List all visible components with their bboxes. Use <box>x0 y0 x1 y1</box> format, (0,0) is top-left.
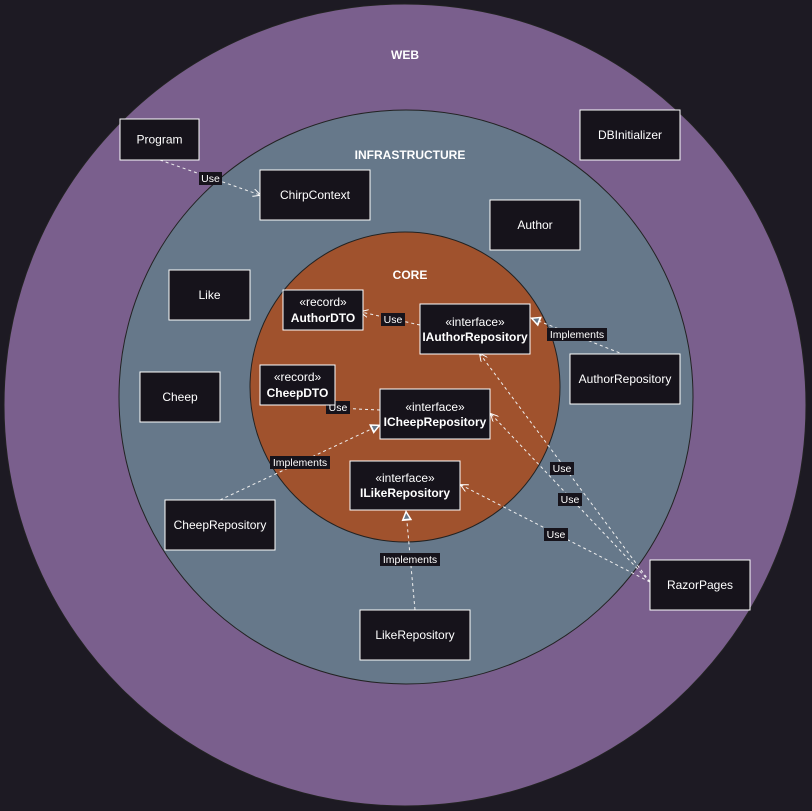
box-icheeprepository-label: ICheepRepository <box>384 415 487 429</box>
infrastructure-layer-title: INFRASTRUCTURE <box>355 148 466 162</box>
edge-label-text: Use <box>547 529 566 541</box>
box-cheep[interactable]: Cheep <box>139 371 221 423</box>
box-likerepository-label: LikeRepository <box>375 628 454 642</box>
box-authordto-stereotype: «record» <box>299 295 347 309</box>
box-likerepository[interactable]: LikeRepository <box>359 609 471 661</box>
box-chirpcontext-label: ChirpContext <box>280 188 351 202</box>
box-author-label: Author <box>517 218 552 232</box>
box-authorrepository[interactable]: AuthorRepository <box>569 353 681 405</box>
box-like-label: Like <box>198 288 220 302</box>
box-icheeprepository[interactable]: «interface» ICheepRepository <box>379 388 491 440</box>
box-program-label: Program <box>136 133 182 147</box>
box-authorrepository-label: AuthorRepository <box>579 372 672 386</box>
edge-label-razor-ilike: Use <box>544 528 568 541</box>
edge-label-razor-iauthor: Use <box>550 462 574 475</box>
box-ilikerepository[interactable]: «interface» ILikeRepository <box>349 460 461 511</box>
web-layer-title: WEB <box>391 48 419 62</box>
box-iauthorrepository-label: IAuthorRepository <box>422 330 528 344</box>
box-iauthorrepository[interactable]: «interface» IAuthorRepository <box>419 303 531 355</box>
box-chirpcontext[interactable]: ChirpContext <box>259 169 371 221</box>
box-iauthorrepository-stereotype: «interface» <box>445 315 505 329</box>
box-ilikerepository-label: ILikeRepository <box>360 486 450 500</box>
box-cheeprepository[interactable]: CheepRepository <box>164 499 276 551</box>
edge-label-text: Use <box>561 494 580 506</box>
box-like[interactable]: Like <box>168 269 251 321</box>
box-dbinitializer-label: DBInitializer <box>598 128 662 142</box>
edge-label-text: Use <box>553 463 572 475</box>
box-cheeprepository-label: CheepRepository <box>174 518 267 532</box>
edge-label-text: Implements <box>273 457 327 469</box>
edge-label-text: Use <box>201 173 220 185</box>
box-cheepdto-stereotype: «record» <box>274 370 322 384</box>
edge-label-authorrepo-iauthor: Implements <box>547 328 607 341</box>
box-authordto[interactable]: «record» AuthorDTO <box>282 289 364 331</box>
box-cheepdto[interactable]: «record» CheepDTO <box>259 364 336 406</box>
box-cheep-label: Cheep <box>162 390 198 404</box>
box-author[interactable]: Author <box>489 199 581 251</box>
edge-label-razor-icheep: Use <box>558 493 582 506</box>
edge-label-text: Implements <box>383 554 437 566</box>
box-program[interactable]: Program <box>119 118 200 161</box>
box-icheeprepository-stereotype: «interface» <box>405 400 465 414</box>
edge-label-cheeprepo-icheep: Implements <box>270 456 330 469</box>
box-razorpages-label: RazorPages <box>667 578 733 592</box>
box-ilikerepository-stereotype: «interface» <box>375 471 435 485</box>
core-layer-title: CORE <box>393 268 428 282</box>
box-dbinitializer[interactable]: DBInitializer <box>579 109 681 161</box>
edge-label-text: Use <box>384 314 403 326</box>
box-cheepdto-label: CheepDTO <box>267 386 329 400</box>
edge-label-iauthor-authordto: Use <box>381 313 405 326</box>
edge-label-text: Implements <box>550 329 604 341</box>
edge-label-likerepo-ilike: Implements <box>380 553 440 566</box>
box-authordto-label: AuthorDTO <box>291 311 355 325</box>
edge-label-program-chirpcontext: Use <box>199 172 222 185</box>
box-razorpages[interactable]: RazorPages <box>649 559 751 611</box>
